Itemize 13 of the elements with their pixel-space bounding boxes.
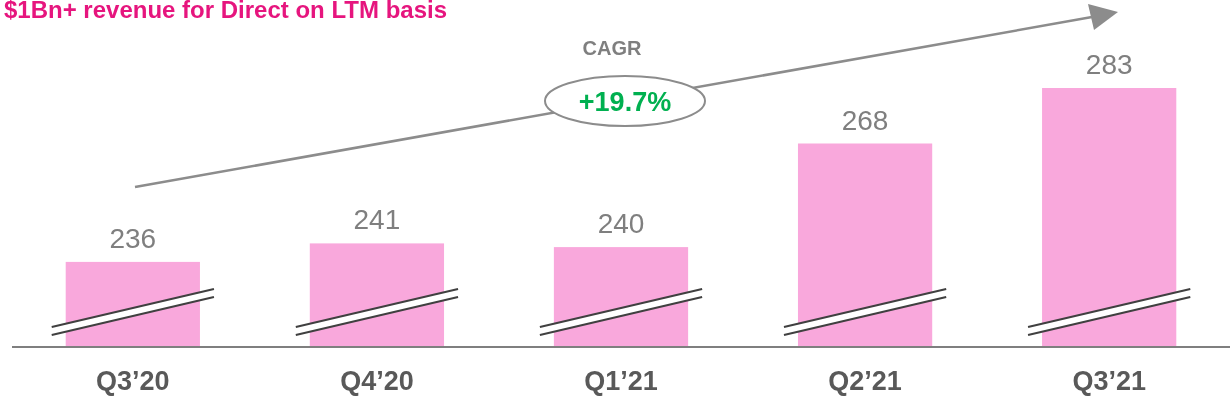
data-label: 240 [597, 208, 645, 240]
x-tick-label: Q2’21 [828, 366, 902, 396]
text: CAGR [582, 37, 642, 59]
data-label: 241 [353, 204, 401, 236]
x-tick-label: Q3’20 [96, 366, 170, 396]
x-tick-label: Q4’20 [340, 366, 414, 396]
data-label: 268 [841, 104, 889, 136]
data-label: 283 [1085, 49, 1133, 80]
chart-title: $1Bn+ revenue for Direct on LTM basis [4, 0, 448, 23]
annotation: +19.7% [578, 87, 672, 117]
x-tick-label: Q1’21 [584, 366, 658, 396]
data-label: 236 [109, 222, 157, 254]
x-tick-label: Q3’21 [1072, 366, 1146, 396]
